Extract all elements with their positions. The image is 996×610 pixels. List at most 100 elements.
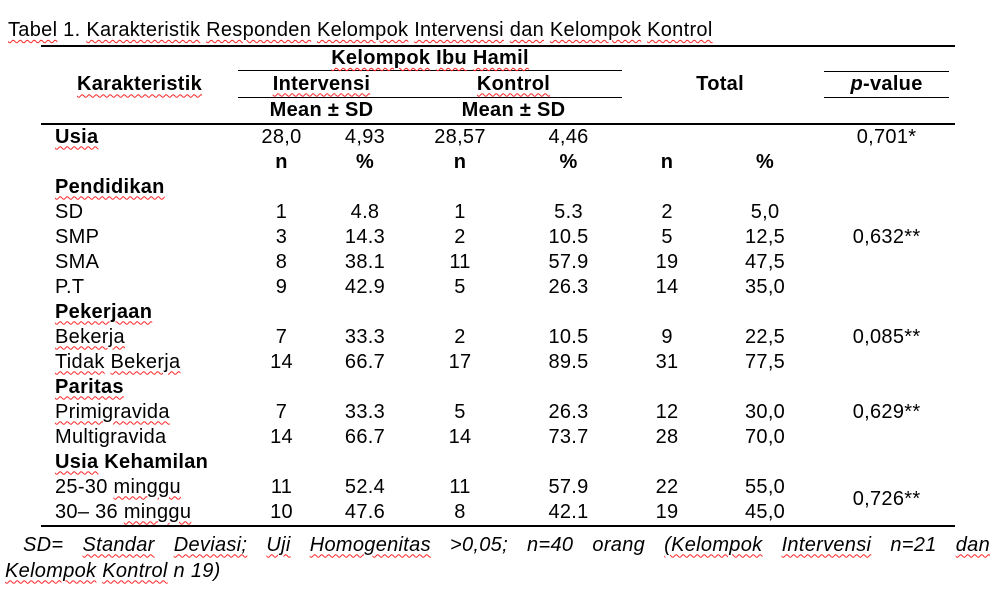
cell: 30,0 <box>744 400 786 423</box>
cell <box>405 300 515 325</box>
header-karakteristik-cell: Karakteristik <box>41 46 238 124</box>
p-value-cell <box>818 350 955 375</box>
cell <box>712 124 818 150</box>
row-label: SD <box>41 200 238 225</box>
footnote-line-2: Kelompok Kontrol n 19) <box>5 558 990 584</box>
text-run: n=21 <box>871 533 956 556</box>
table-row: Bekerja 7 33.3 2 10.5 9 22,5 0,085** <box>41 325 955 350</box>
table-row: Multigravida 14 66.7 14 73.7 28 70,0 <box>41 425 955 450</box>
cell: 42.9 <box>344 275 386 298</box>
p-value-cell <box>818 375 955 400</box>
table-row: Primigravida 7 33.3 5 26.3 12 30,0 0,629** <box>41 400 955 425</box>
cell <box>515 175 622 200</box>
table-row: Usia Kehamilan <box>41 450 955 475</box>
cell: 2 <box>454 225 466 248</box>
cell <box>515 375 622 400</box>
table-row: Usia 28,0 4,93 28,57 4,46 0,701* <box>41 124 955 150</box>
cell: 8 <box>454 500 466 523</box>
table-footnote: SD= Standar Deviasi; Uji Homogenitas >0,… <box>5 532 990 584</box>
cell: 26.3 <box>548 275 589 298</box>
p-value-cell: 0,726** <box>852 488 921 510</box>
cell <box>622 175 712 200</box>
spellcheck-flagged-word: minggu <box>123 500 192 523</box>
footnote-line-1: SD= Standar Deviasi; Uji Homogenitas >0,… <box>5 532 990 558</box>
cell: % <box>559 150 578 173</box>
cell: 73.7 <box>548 425 589 448</box>
p-value-cell <box>818 450 955 475</box>
spellcheck-flagged-word: Responden <box>206 19 312 41</box>
table-body: Usia 28,0 4,93 28,57 4,46 0,701* n% n% n% Pendidi… <box>41 123 956 526</box>
row-label: Pendidikan <box>41 175 238 200</box>
cell <box>622 375 712 400</box>
cell: 28,0 <box>261 125 302 148</box>
cell: 3 <box>275 225 288 248</box>
cell: 5 <box>454 400 466 423</box>
text-run: SMP <box>55 225 100 248</box>
cell <box>325 450 405 475</box>
text-run <box>155 534 174 556</box>
spellcheck-flagged-word: Kontrol <box>647 19 713 41</box>
spellcheck-flagged-word: Pendidikan <box>55 175 165 198</box>
row-label: Pekerjaan <box>41 300 238 325</box>
spellcheck-flagged-word: Pekerjaan <box>55 300 153 323</box>
cell: % <box>756 150 775 173</box>
cell: n <box>453 150 467 173</box>
cell: 10.5 <box>548 225 589 248</box>
spellcheck-flagged-word: Usia <box>55 450 99 473</box>
cell: 2 <box>661 200 673 223</box>
cell: 70,0 <box>744 425 786 448</box>
spellcheck-flagged-word: Deviasi; <box>173 533 248 556</box>
header-karakteristik-label: Karakteristik <box>76 73 203 96</box>
p-value-rest: -value <box>863 73 923 96</box>
spellcheck-flagged-word: minggu <box>113 475 181 498</box>
cell: 5 <box>661 225 673 248</box>
cell: 1 <box>454 200 466 223</box>
cell: n <box>275 150 288 173</box>
spellcheck-flagged-word: Standar <box>82 533 155 556</box>
spellcheck-flagged-word: Bekerja <box>55 325 125 348</box>
table-row: n% n% n% <box>41 150 955 175</box>
spellcheck-flagged-word: Homogenitas <box>309 533 431 556</box>
cell: 11 <box>449 475 471 498</box>
row-label: Paritas <box>41 375 238 400</box>
spellcheck-flagged-word: Hamil <box>472 47 529 69</box>
p-value-cell <box>818 300 955 325</box>
header-row-group: Karakteristik Kelompok Ibu Hamil Total p… <box>41 46 955 99</box>
cell <box>622 450 712 475</box>
text-run: Kehamilan <box>98 450 209 473</box>
text-run: P.T <box>55 275 85 298</box>
text-run: n 19) <box>167 559 221 582</box>
table-row: 30– 36 minggu 10 47.6 8 42.1 19 45,0 <box>41 500 955 526</box>
cell: 5.3 <box>554 200 583 223</box>
spellcheck-flagged-word: Bekerja <box>110 350 181 373</box>
cell: 22,5 <box>744 325 786 348</box>
p-value-cell <box>818 275 955 300</box>
text-run: >0,05; n=40 orang <box>430 533 665 556</box>
text-run: SD <box>55 200 84 223</box>
header-meansd-intervensi: Mean ± SD <box>269 98 374 121</box>
spellcheck-flagged-word: dan <box>955 533 991 556</box>
text-run: 30– 36 <box>55 500 124 523</box>
cell: 14 <box>448 425 472 448</box>
cell <box>238 175 325 200</box>
table-header: Karakteristik Kelompok Ibu Hamil Total p… <box>41 46 955 124</box>
document-page: Tabel 1. Karakteristik Responden Kelompo… <box>5 19 990 584</box>
cell <box>405 375 515 400</box>
cell <box>712 300 818 325</box>
header-intervensi-label: Intervensi <box>272 72 371 95</box>
cell <box>622 124 712 150</box>
row-label: SMP <box>41 225 238 250</box>
text-run: 25-30 <box>55 475 114 498</box>
cell <box>325 175 405 200</box>
cell: 22 <box>655 475 679 498</box>
spellcheck-flagged-word: Primigravida <box>55 400 170 423</box>
row-label: Usia <box>41 124 238 150</box>
table-row: SD 1 4.8 1 5.3 2 5,0 <box>41 200 955 225</box>
cell: 45,0 <box>744 500 786 523</box>
row-label: 25-30 minggu <box>41 475 238 500</box>
p-value-cell: 0,629** <box>852 400 921 423</box>
cell: 4,46 <box>548 125 589 148</box>
table-row: Pendidikan <box>41 175 955 200</box>
header-pvalue-cell: p-value <box>818 46 955 124</box>
header-meansd-kontrol: Mean ± SD <box>461 98 566 121</box>
